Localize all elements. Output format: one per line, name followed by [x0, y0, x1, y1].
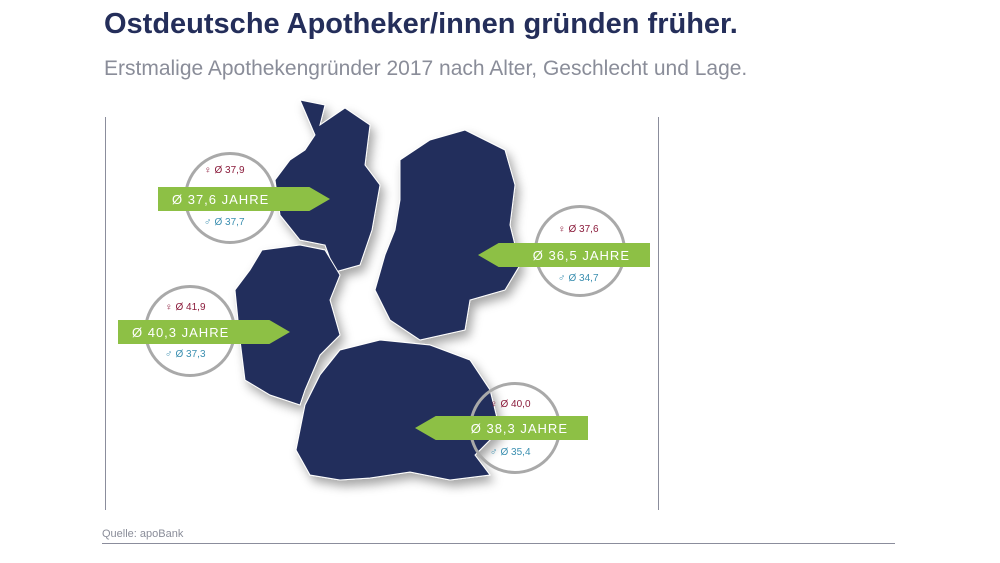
region-north — [274, 99, 381, 273]
male-icon: ♂ — [558, 273, 566, 284]
female-stat-north: ♀ Ø 37,9 — [204, 165, 245, 176]
female-stat-south: ♀ Ø 40,0 — [490, 399, 531, 410]
male-stat-north: ♂ Ø 37,7 — [204, 217, 245, 228]
source-note: Quelle: apoBank — [102, 528, 184, 540]
region-east — [374, 129, 521, 341]
male-stat-south: ♂ Ø 35,4 — [490, 447, 531, 458]
female-stat-west: ♀ Ø 41,9 — [165, 302, 206, 313]
divider-right — [658, 117, 659, 510]
average-banner-south: Ø 38,3 JAHRE — [415, 416, 588, 440]
male-icon: ♂ — [490, 447, 498, 458]
female-icon: ♀ — [490, 399, 498, 410]
female-icon: ♀ — [165, 302, 173, 313]
region-west — [234, 244, 341, 406]
region-south — [295, 339, 501, 481]
average-banner-east: Ø 36,5 JAHRE — [478, 243, 650, 267]
divider-left — [105, 117, 106, 510]
male-stat-east: ♂ Ø 34,7 — [558, 273, 599, 284]
average-banner-west: Ø 40,3 JAHRE — [118, 320, 290, 344]
female-icon: ♀ — [558, 224, 566, 235]
page-title: Ostdeutsche Apotheker/innen gründen früh… — [104, 8, 738, 40]
male-icon: ♂ — [165, 349, 173, 360]
female-stat-east: ♀ Ø 37,6 — [558, 224, 599, 235]
female-icon: ♀ — [204, 165, 212, 176]
male-stat-west: ♂ Ø 37,3 — [165, 349, 206, 360]
footer-rule — [102, 543, 895, 544]
average-banner-north: Ø 37,6 JAHRE — [158, 187, 330, 211]
page-subtitle: Erstmalige Apothekengründer 2017 nach Al… — [104, 57, 748, 80]
male-icon: ♂ — [204, 217, 212, 228]
